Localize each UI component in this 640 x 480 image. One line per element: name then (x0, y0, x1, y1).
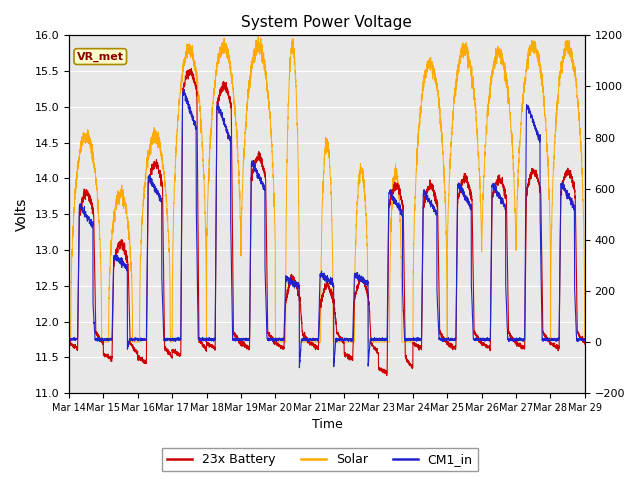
Text: VR_met: VR_met (77, 51, 124, 62)
X-axis label: Time: Time (312, 419, 342, 432)
Legend: 23x Battery, Solar, CM1_in: 23x Battery, Solar, CM1_in (163, 448, 477, 471)
Title: System Power Voltage: System Power Voltage (241, 15, 412, 30)
Y-axis label: Volts: Volts (15, 198, 29, 231)
